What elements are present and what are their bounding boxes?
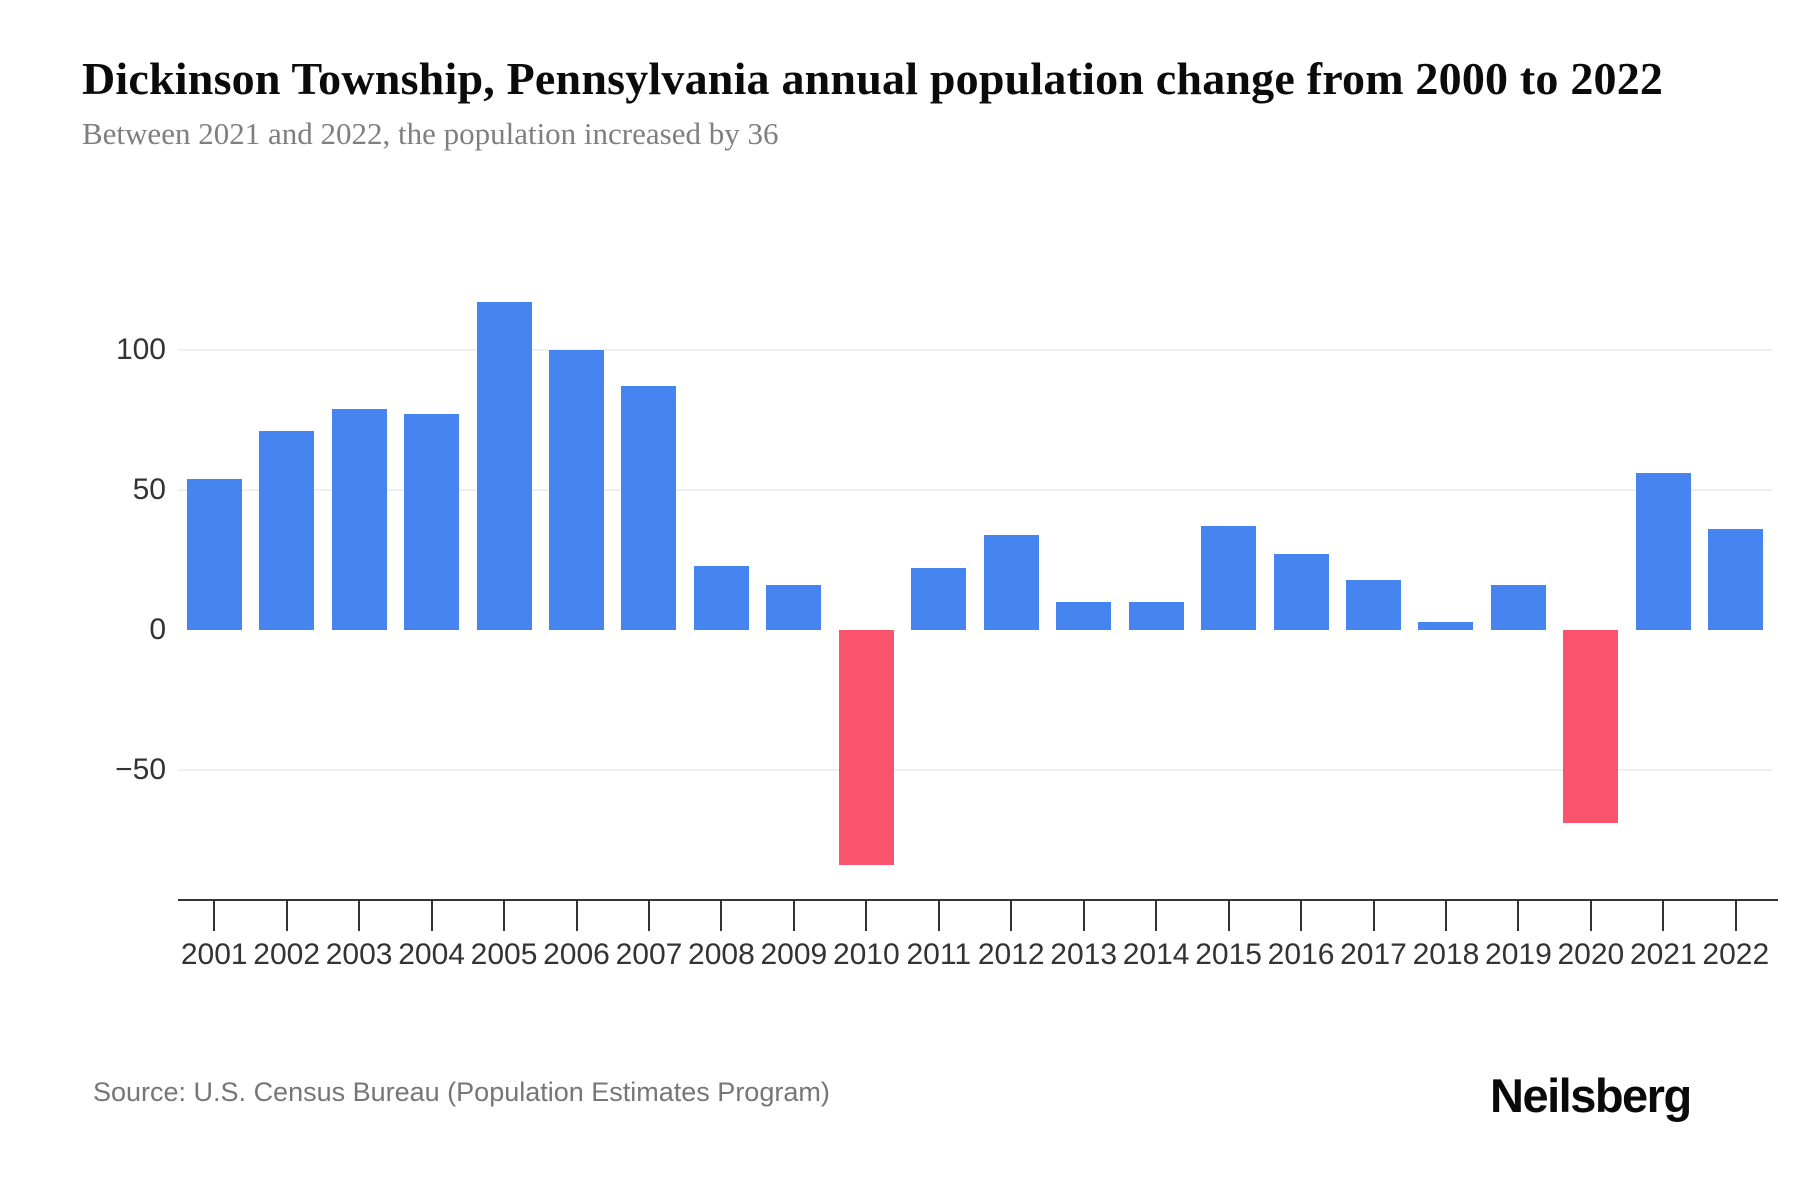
bar-2017[interactable] — [1346, 579, 1401, 630]
x-axis-label-2019: 2019 — [1485, 938, 1552, 971]
x-axis-label-2017: 2017 — [1340, 938, 1407, 971]
x-tick-2021 — [1662, 901, 1665, 931]
bar-2005[interactable] — [476, 302, 532, 630]
bar-2012[interactable] — [983, 534, 1039, 630]
x-tick-2003 — [358, 901, 361, 931]
x-tick-2014 — [1155, 901, 1158, 931]
x-axis-label-2016: 2016 — [1267, 938, 1335, 971]
x-axis-line — [178, 899, 1778, 901]
bar-2008[interactable] — [693, 565, 749, 630]
x-tick-2016 — [1300, 901, 1303, 931]
bar-2016[interactable] — [1273, 554, 1329, 630]
x-axis-label-2011: 2011 — [906, 938, 972, 971]
x-axis-label-2018: 2018 — [1412, 938, 1480, 971]
x-axis-label-2002: 2002 — [253, 938, 321, 971]
bar-2013[interactable] — [1056, 602, 1112, 630]
plot-area — [178, 280, 1772, 901]
x-tick-2006 — [575, 901, 578, 931]
x-axis-label-2001: 2001 — [180, 938, 248, 971]
x-axis-label-2009: 2009 — [760, 938, 828, 971]
bar-2010[interactable] — [838, 630, 894, 866]
bar-2003[interactable] — [331, 408, 387, 630]
x-tick-2002 — [285, 901, 288, 931]
bar-2022[interactable] — [1708, 529, 1764, 630]
x-tick-2001 — [213, 901, 216, 931]
x-tick-2015 — [1227, 901, 1230, 931]
bar-2007[interactable] — [621, 386, 677, 630]
x-tick-2018 — [1444, 901, 1447, 931]
x-tick-2012 — [1010, 901, 1013, 931]
x-axis-label-2003: 2003 — [325, 938, 393, 971]
x-axis-label-2020: 2020 — [1557, 938, 1625, 971]
x-axis-label-2008: 2008 — [688, 938, 755, 971]
x-axis-label-2021: 2021 — [1629, 938, 1697, 971]
chart-title: Dickinson Township, Pennsylvania annual … — [82, 53, 1664, 104]
x-tick-2009 — [792, 901, 795, 931]
neilsberg-logo: Neilsberg — [1490, 1069, 1692, 1122]
bar-2004[interactable] — [404, 414, 460, 630]
x-tick-2004 — [430, 901, 433, 931]
x-axis-label-2007: 2007 — [615, 938, 683, 971]
source-text: Source: U.S. Census Bureau (Population E… — [93, 1077, 830, 1107]
x-tick-2019 — [1517, 901, 1520, 931]
chart-subtitle: Between 2021 and 2022, the population in… — [82, 116, 779, 151]
bar-2015[interactable] — [1201, 526, 1257, 630]
x-tick-2007 — [647, 901, 650, 931]
bar-2006[interactable] — [549, 350, 604, 630]
x-tick-2005 — [503, 901, 506, 931]
bar-2018[interactable] — [1418, 621, 1474, 630]
x-axis-label-2005: 2005 — [470, 938, 538, 971]
x-axis-label-2004: 2004 — [398, 938, 465, 971]
x-tick-2011 — [937, 901, 940, 931]
bar-2001[interactable] — [186, 478, 242, 630]
y-axis-label-50: 50 — [132, 473, 166, 506]
bar-2021[interactable] — [1635, 473, 1691, 630]
bar-2014[interactable] — [1128, 602, 1184, 630]
y-axis-label--50: −50 — [115, 753, 166, 786]
x-axis-label-2006: 2006 — [543, 938, 610, 971]
gridline-50 — [178, 489, 1772, 491]
y-axis-label-100: 100 — [115, 333, 166, 366]
x-axis-label-2012: 2012 — [977, 938, 1045, 971]
x-axis-label-2015: 2015 — [1195, 938, 1262, 971]
bar-2009[interactable] — [766, 585, 822, 630]
x-tick-2013 — [1082, 901, 1085, 931]
x-axis-label-2013: 2013 — [1050, 938, 1118, 971]
gridline-100 — [178, 349, 1772, 351]
x-tick-2022 — [1734, 901, 1737, 931]
x-tick-2020 — [1589, 901, 1592, 931]
x-axis-label-2014: 2014 — [1122, 938, 1190, 971]
bar-2020[interactable] — [1563, 630, 1619, 824]
x-axis-label-2010: 2010 — [832, 938, 900, 971]
x-tick-2017 — [1372, 901, 1375, 931]
x-tick-2008 — [720, 901, 723, 931]
bar-2002[interactable] — [259, 431, 315, 630]
y-axis-label-0: 0 — [149, 613, 166, 646]
bar-2011[interactable] — [911, 568, 967, 630]
gridline--50 — [178, 769, 1772, 771]
x-tick-2010 — [865, 901, 868, 931]
bar-2019[interactable] — [1490, 585, 1546, 630]
x-axis-label-2022: 2022 — [1702, 938, 1770, 971]
